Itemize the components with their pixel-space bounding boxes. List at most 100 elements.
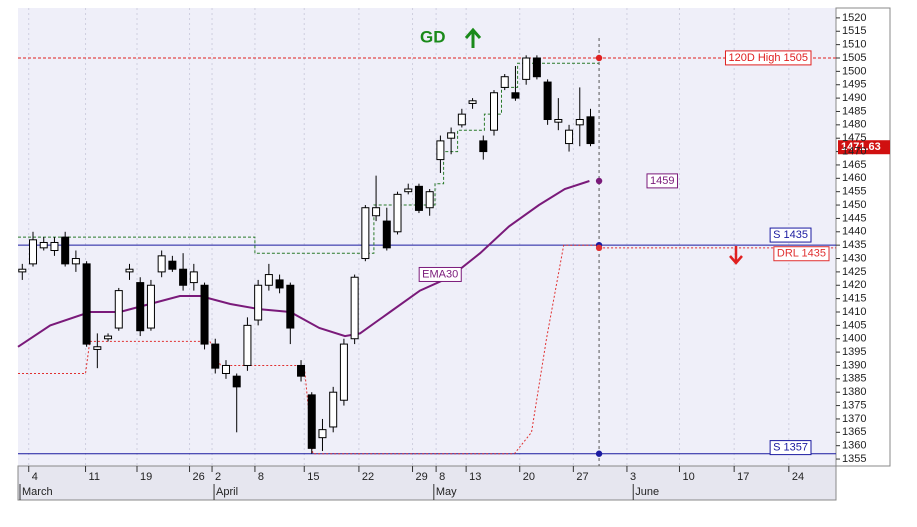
candle-body [104, 335, 113, 340]
candle-body [286, 284, 295, 329]
x-tick-label: 2 [215, 471, 221, 483]
x-tick-label: 8 [258, 471, 264, 483]
candle-body [500, 76, 509, 88]
y-tick-label: 1405 [842, 319, 866, 331]
level-dot [595, 244, 603, 252]
candle-body [18, 268, 27, 273]
candle-body [382, 220, 391, 249]
candle-body [307, 394, 316, 449]
candle-body [318, 429, 327, 439]
y-tick-label: 1515 [842, 25, 866, 37]
down-arrow [729, 246, 743, 265]
x-tick-label: 8 [439, 471, 445, 483]
candle-body [232, 375, 241, 388]
candle-body [254, 284, 263, 321]
candle-body [511, 92, 520, 99]
y-tick-label: 1475 [842, 132, 866, 144]
y-tick-label: 1430 [842, 252, 866, 264]
x-tick-label: 3 [630, 471, 636, 483]
month-label: March [22, 486, 53, 498]
x-tick-label: 26 [193, 471, 205, 483]
month-label: April [216, 486, 238, 498]
y-tick-label: 1435 [842, 239, 866, 251]
level-dot [595, 54, 603, 62]
level-label: S 1435 [773, 229, 808, 241]
y-tick-label: 1380 [842, 386, 866, 398]
y-tick-label: 1495 [842, 79, 866, 91]
candle-body [436, 140, 445, 161]
candle-body [93, 346, 102, 350]
x-tick-label: 11 [89, 471, 100, 483]
candle-body [243, 324, 252, 366]
candle-body [39, 241, 48, 249]
candle-body [200, 284, 209, 345]
level-label-box [724, 50, 812, 66]
candle-body [532, 57, 541, 78]
x-tick-label: 20 [523, 471, 535, 483]
candle-body [168, 260, 177, 270]
candle-body [361, 207, 370, 260]
up-arrow [464, 27, 482, 48]
candle-body [50, 241, 59, 252]
candle-body [146, 284, 155, 329]
candle-body [275, 279, 284, 289]
candle-body [350, 276, 359, 340]
y-tick-label: 1425 [842, 266, 866, 278]
y-tick-label: 1460 [842, 172, 866, 184]
ema-tag-box [646, 173, 678, 189]
y-tick-label: 1375 [842, 399, 866, 411]
y-tick-label: 1415 [842, 293, 866, 305]
candle-body [372, 207, 381, 217]
y-tick-label: 1395 [842, 346, 866, 358]
y-tick-label: 1485 [842, 105, 866, 117]
y-tick-label: 1490 [842, 92, 866, 104]
candle-body [114, 290, 123, 329]
y-tick-label: 1450 [842, 199, 866, 211]
y-tick-label: 1360 [842, 440, 866, 452]
candle-body [179, 268, 188, 286]
candle-body [522, 57, 531, 80]
candle-body [189, 271, 198, 284]
candle-body [61, 236, 70, 265]
x-tick-label: 4 [32, 471, 38, 483]
signal: GD [420, 27, 446, 46]
x-tick-label: 15 [307, 471, 319, 483]
candle-body [404, 188, 413, 193]
candle-body [425, 191, 434, 209]
x-tick-label: 29 [416, 471, 428, 483]
candle-body [264, 274, 273, 286]
candle-body [221, 364, 230, 374]
y-tick-label: 1420 [842, 279, 866, 291]
y-tick-label: 1510 [842, 39, 866, 51]
x-tick-label: 17 [737, 471, 749, 483]
y-tick-label: 1410 [842, 306, 866, 318]
level-label: 120D High 1505 [728, 52, 808, 64]
x-tick-label: 27 [576, 471, 588, 483]
candle-body [329, 391, 338, 428]
y-tick-label: 1470 [842, 145, 866, 157]
drl-label-box [773, 246, 830, 262]
candle-body [29, 239, 38, 265]
x-tick-label: 24 [792, 471, 804, 483]
price-axis [835, 7, 891, 467]
candle-body [136, 282, 145, 332]
candle-body [339, 343, 348, 401]
candle-body [479, 140, 488, 153]
candle-body [447, 132, 456, 139]
x-tick-label: 10 [682, 471, 694, 483]
y-tick-label: 1390 [842, 359, 866, 371]
candle-body [468, 100, 477, 104]
y-tick-label: 1465 [842, 159, 866, 171]
candle-body [71, 258, 80, 265]
y-tick-label: 1365 [842, 426, 866, 438]
candle-body [565, 129, 574, 145]
level-label-box [769, 227, 812, 243]
y-tick-label: 1505 [842, 52, 866, 64]
candle-body [125, 268, 134, 273]
month-label: June [635, 486, 659, 498]
y-tick-label: 1445 [842, 212, 866, 224]
candle-body [393, 193, 402, 233]
ema-label: EMA30 [422, 268, 458, 280]
y-tick-label: 1355 [842, 453, 866, 465]
